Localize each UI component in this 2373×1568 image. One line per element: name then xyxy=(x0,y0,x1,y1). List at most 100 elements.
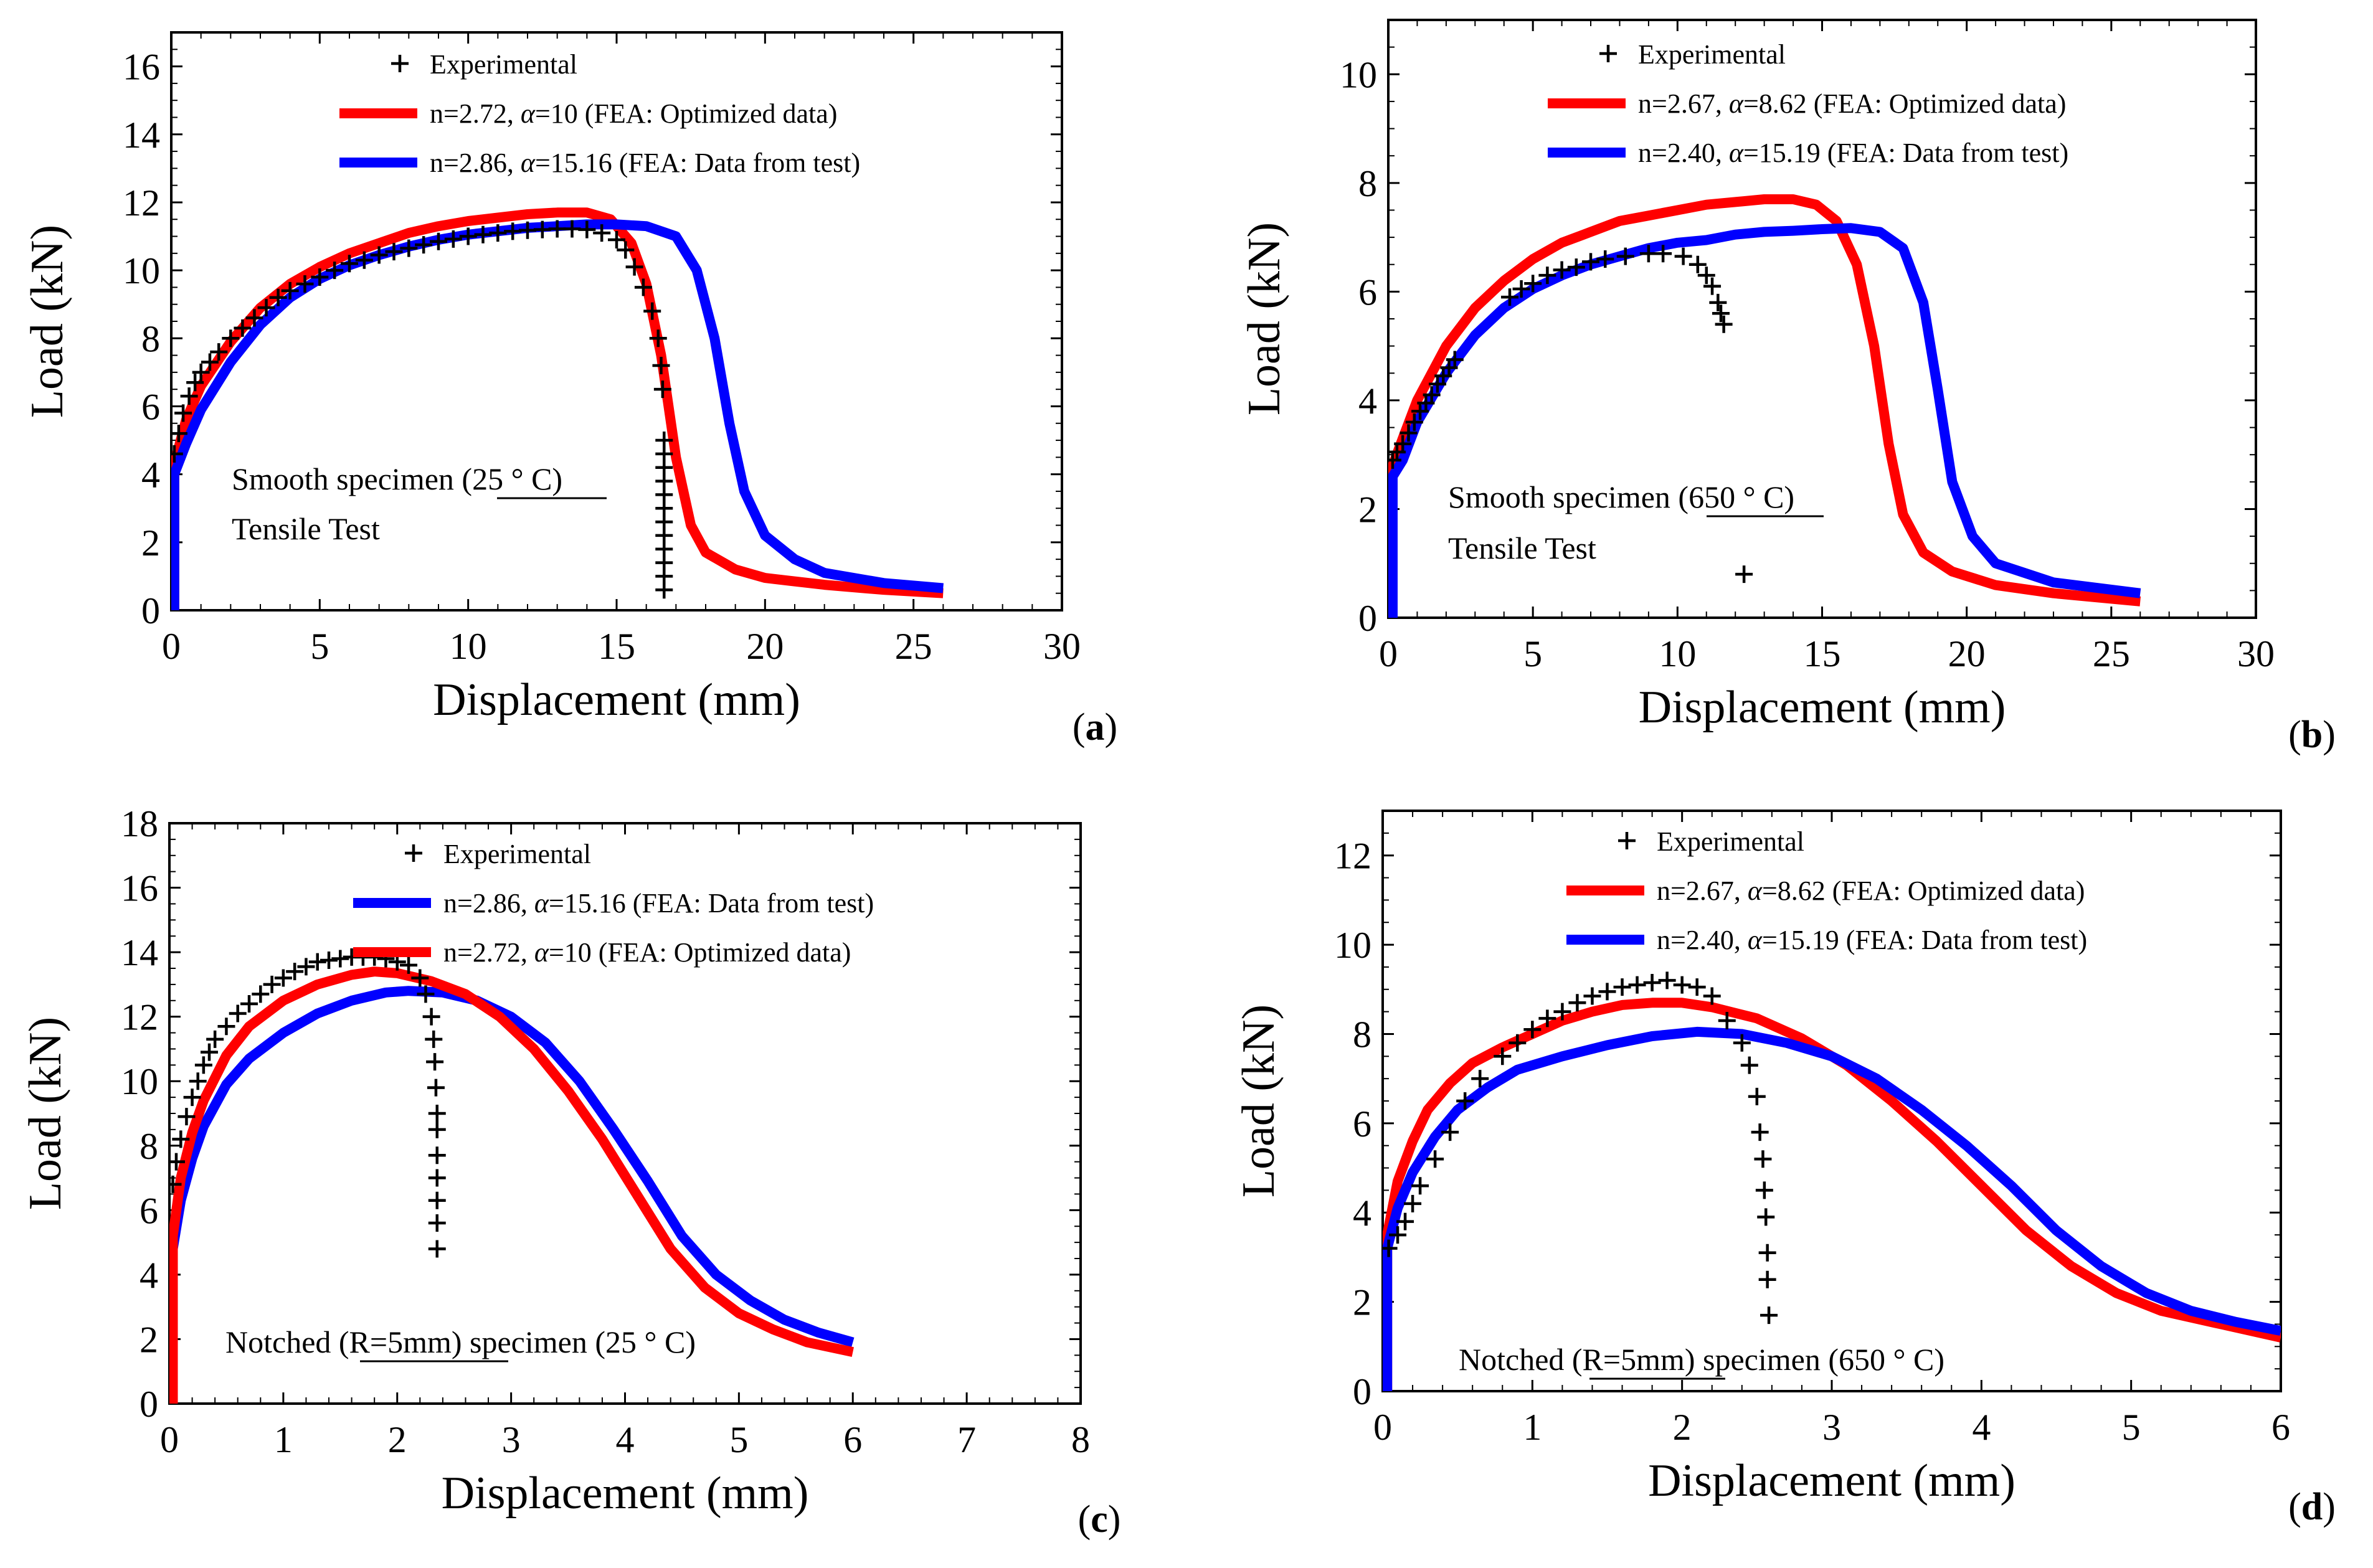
experimental-marker xyxy=(422,1008,440,1026)
x-tick-label: 4 xyxy=(1972,1407,1991,1448)
experimental-marker xyxy=(1523,1021,1542,1039)
plot-data xyxy=(169,948,855,1404)
experimental-marker xyxy=(593,224,611,242)
experimental-marker xyxy=(297,958,315,976)
legend-entry-text: n=2.86, α=15.16 (FEA: Data from test) xyxy=(430,148,860,178)
legend: Experimental n=2.67, α=8.62 (FEA: Optimiz… xyxy=(1548,39,2068,168)
x-tick-label: 5 xyxy=(2122,1407,2141,1448)
experimental-marker xyxy=(1396,1212,1414,1230)
legend-text-part: =10 (FEA: Optimized data) xyxy=(549,937,851,968)
y-tick-label: 14 xyxy=(121,932,158,973)
experimental-marker xyxy=(459,227,477,245)
experimental-marker xyxy=(1423,386,1441,404)
experimental-marker xyxy=(643,302,661,320)
y-tick-label: 4 xyxy=(1353,1193,1371,1234)
legend-text-part: α xyxy=(1729,88,1744,119)
experimental-marker xyxy=(1456,1092,1474,1110)
x-tick-label: 10 xyxy=(450,626,487,667)
experimental-marker xyxy=(400,239,418,257)
x-axis-title: Displacement (mm) xyxy=(442,1468,809,1519)
experimental-marker xyxy=(172,1130,190,1148)
legend-entry-text: n=2.40, α=15.19 (FEA: Data from test) xyxy=(1657,925,2087,955)
experimental-marker xyxy=(1568,994,1586,1012)
annotation-line-1: Notched (R=5mm) specimen (650 ° C) xyxy=(1459,1342,1944,1377)
experimental-marker xyxy=(210,343,228,361)
experimental-marker xyxy=(274,969,292,987)
annotation-text: Smooth specimen xyxy=(232,461,462,496)
legend-text-part: α xyxy=(1748,925,1763,955)
experimental-marker xyxy=(370,246,388,264)
x-tick-label: 10 xyxy=(1659,633,1696,674)
experimental-marker xyxy=(178,1108,196,1126)
specimen-annotation: Smooth specimen (650 ° C) Tensile Test xyxy=(1448,479,1824,565)
legend-text-part: α xyxy=(534,888,549,919)
annotation-underlined-text: (R=5mm) xyxy=(1572,1342,1695,1377)
panel-label-paren: ( xyxy=(2288,714,2301,756)
legend-text-part: Experimental xyxy=(1638,39,1786,70)
legend-marker-plus xyxy=(391,55,409,72)
panel-label-letter: b xyxy=(2301,714,2323,756)
x-tick-label: 5 xyxy=(310,626,329,667)
panel-label-paren: ( xyxy=(1073,706,1086,749)
x-tick-label: 1 xyxy=(1523,1407,1542,1448)
series-line-1 xyxy=(1388,194,2141,618)
experimental-marker xyxy=(578,220,596,239)
annotation-line-1: Smooth specimen (650 ° C) xyxy=(1448,479,1794,514)
experimental-marker xyxy=(1583,987,1601,1005)
experimental-marker xyxy=(320,952,338,970)
plot-data xyxy=(1388,194,2141,618)
experimental-marker xyxy=(428,1105,446,1122)
experimental-marker xyxy=(331,950,349,968)
experimental-marker xyxy=(1441,1123,1459,1141)
panel-label-paren: ) xyxy=(2323,1486,2336,1528)
y-tick-label: 12 xyxy=(1334,836,1371,877)
experimental-marker xyxy=(474,225,492,243)
x-tick-label: 30 xyxy=(1043,626,1081,667)
experimental-marker xyxy=(625,258,643,276)
experimental-marker xyxy=(417,985,435,1003)
series-line-2 xyxy=(169,966,854,1404)
experimental-marker xyxy=(428,1120,446,1138)
series-line-1 xyxy=(169,986,855,1404)
experimental-marker xyxy=(234,319,252,337)
y-tick-label: 6 xyxy=(140,1190,158,1231)
experimental-marker xyxy=(519,221,536,239)
experimental-marker xyxy=(1426,1150,1444,1168)
legend-entry-text: n=2.67, α=8.62 (FEA: Optimized data) xyxy=(1638,88,2066,119)
y-tick-label: 12 xyxy=(123,182,160,224)
legend-entry-text: n=2.67, α=8.62 (FEA: Optimized data) xyxy=(1657,876,2085,906)
experimental-marker xyxy=(415,236,433,254)
experimental-marker xyxy=(341,255,358,273)
experimental-marker xyxy=(1735,565,1753,583)
experimental-marker xyxy=(1715,315,1733,333)
experimental-marker xyxy=(171,425,187,443)
legend-marker-plus xyxy=(1618,832,1636,849)
annotation-text: Notched xyxy=(1459,1342,1572,1377)
panel-label: (c) xyxy=(1078,1498,1121,1541)
y-tick-label: 0 xyxy=(141,590,160,631)
experimental-marker xyxy=(180,387,198,405)
plot-data xyxy=(171,207,944,610)
experimental-marker xyxy=(201,1043,219,1061)
experimental-marker xyxy=(1740,1056,1758,1074)
experimental-marker xyxy=(252,985,270,1003)
legend-text-part: =8.62 (FEA: Optimized data) xyxy=(1762,876,2085,906)
experimental-marker xyxy=(286,963,304,981)
experimental-marker xyxy=(206,1030,224,1048)
y-tick-label: 4 xyxy=(140,1255,158,1296)
y-tick-label: 0 xyxy=(1358,598,1377,639)
series-line-1 xyxy=(171,207,944,610)
legend-text-part: =15.16 (FEA: Data from test) xyxy=(549,888,874,919)
y-tick-label: 18 xyxy=(121,803,158,844)
legend-entry-text: Experimental xyxy=(1657,826,1804,857)
x-axis-title: Displacement (mm) xyxy=(1639,682,2006,733)
experimental-marker xyxy=(563,220,581,238)
experimental-marker xyxy=(192,363,210,381)
legend-text-part: =15.19 (FEA: Data from test) xyxy=(1743,138,2068,168)
experimental-marker xyxy=(245,309,263,327)
x-tick-label: 25 xyxy=(2093,633,2130,674)
y-tick-label: 8 xyxy=(1353,1014,1371,1055)
